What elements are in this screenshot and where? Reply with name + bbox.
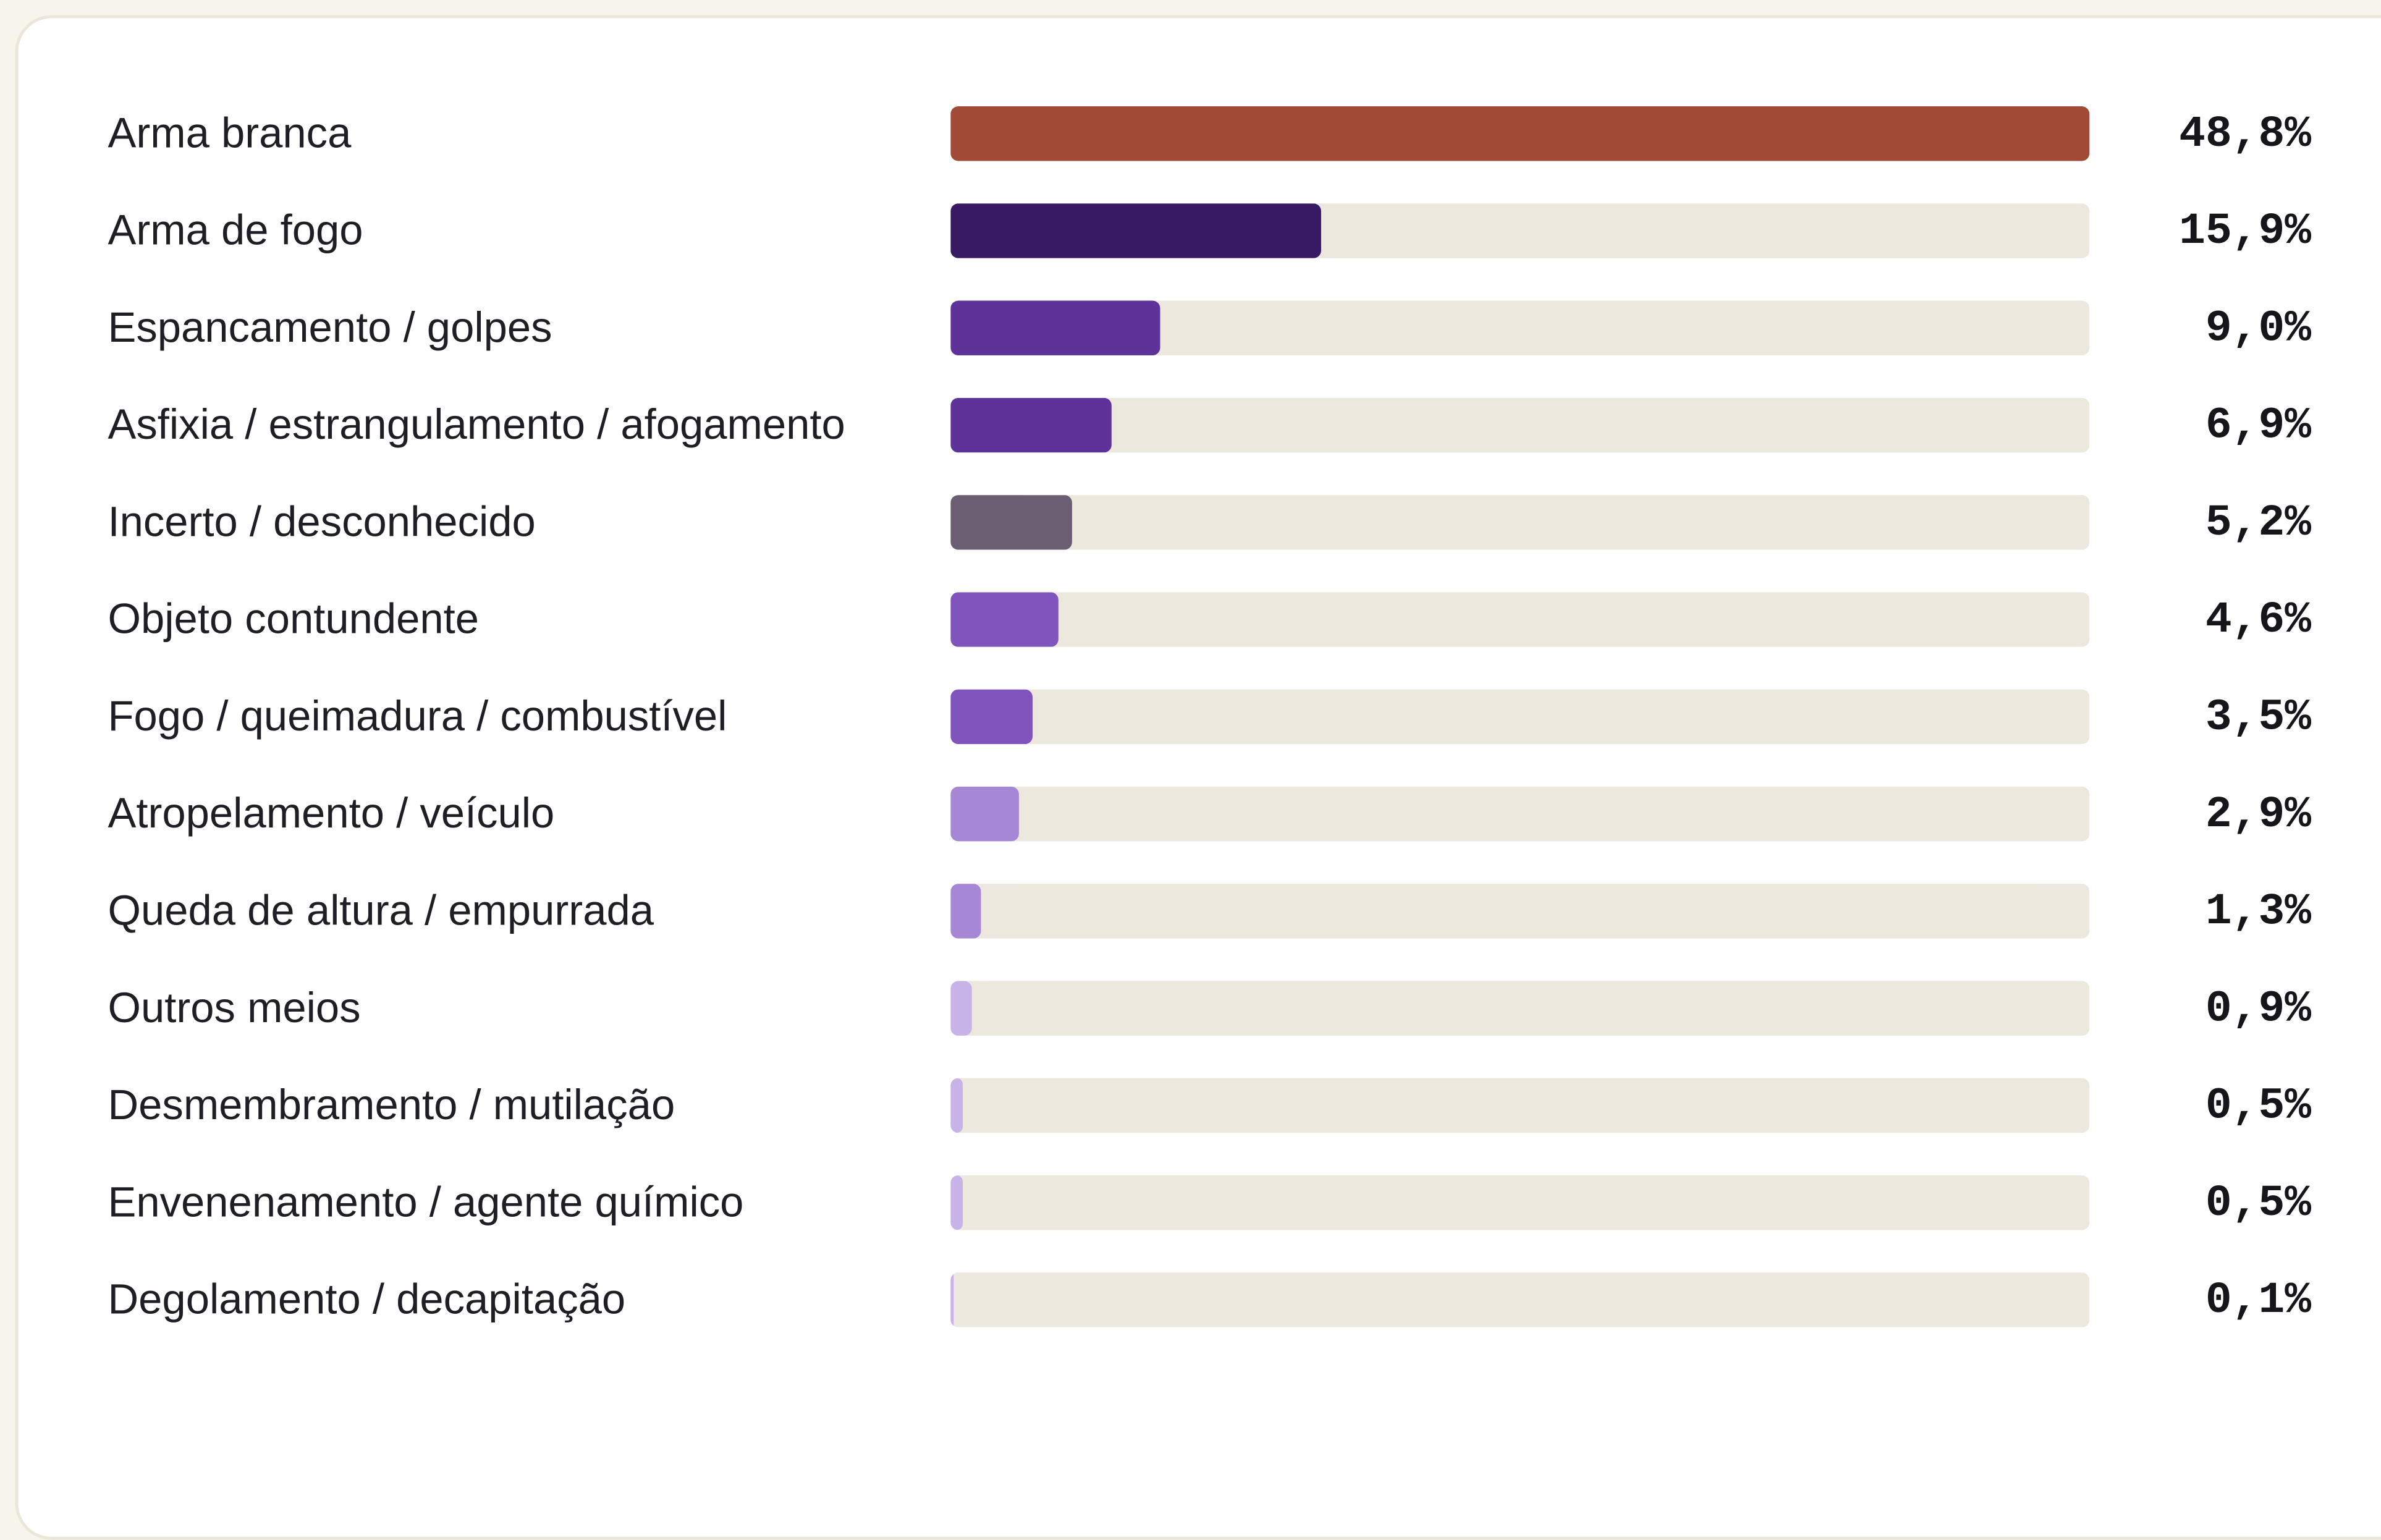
category-label: Desmembramento / mutilação xyxy=(108,1081,675,1128)
bar-row: Queda de altura / empurrada 1,3% xyxy=(108,879,2311,943)
category-label: Atropelamento / veículo xyxy=(108,789,555,837)
bar-row: Espancamento / golpes 9,0% xyxy=(108,296,2311,360)
value-label: 2,9% xyxy=(2205,789,2312,839)
value-label: 48,8% xyxy=(2179,108,2312,159)
bar-track xyxy=(950,689,2090,745)
value-label: 15,9% xyxy=(2179,205,2312,256)
bar-row: Atropelamento / veículo 2,9% xyxy=(108,782,2311,846)
stage: Arma branca 48,8% Arma de fogo 15,9% Espanca… xyxy=(15,15,2381,1540)
value-label: 0,5% xyxy=(2205,1177,2312,1228)
bar-track xyxy=(950,592,2090,647)
bar-row: Envenenamento / agente químico 0,5% xyxy=(108,1171,2311,1235)
category-label: Incerto / desconhecido xyxy=(108,497,536,546)
bar xyxy=(950,495,1072,550)
bar-track xyxy=(950,203,2090,258)
bar xyxy=(950,203,1322,258)
value-label: 0,5% xyxy=(2205,1080,2312,1131)
bar-track xyxy=(950,495,2090,550)
category-label: Arma branca xyxy=(108,109,352,157)
bar xyxy=(950,786,1018,842)
value-label: 3,5% xyxy=(2205,692,2312,742)
bar-track xyxy=(950,1078,2090,1133)
category-label: Outros meios xyxy=(108,984,361,1031)
bar-track xyxy=(950,786,2090,842)
bar-row: Desmembramento / mutilação 0,5% xyxy=(108,1073,2311,1137)
value-label: 9,0% xyxy=(2205,303,2312,353)
bar xyxy=(950,1272,954,1327)
bar xyxy=(950,397,1112,453)
bar-row: Outros meios 0,9% xyxy=(108,976,2311,1040)
bar-row: Arma branca 48,8% xyxy=(108,102,2311,166)
bar xyxy=(950,106,2090,161)
bar xyxy=(950,1078,963,1133)
category-label: Queda de altura / empurrada xyxy=(108,887,654,934)
bar xyxy=(950,1175,963,1230)
bar-row: Fogo / queimadura / combustível 3,5% xyxy=(108,685,2311,748)
bar-track xyxy=(950,981,2090,1036)
bar-track xyxy=(950,300,2090,356)
card: Arma branca 48,8% Arma de fogo 15,9% Espanca… xyxy=(15,15,2381,1540)
bar-track xyxy=(950,1175,2090,1230)
bar-row: Asfixia / estrangulamento / afogamento 6,… xyxy=(108,393,2311,457)
category-label: Arma de fogo xyxy=(108,206,363,254)
value-label: 1,3% xyxy=(2205,886,2312,936)
category-label: Asfixia / estrangulamento / afogamento xyxy=(108,400,845,448)
bar-track xyxy=(950,397,2090,453)
value-label: 6,9% xyxy=(2205,400,2312,451)
bar-track xyxy=(950,106,2090,161)
bar xyxy=(950,689,1033,745)
category-label: Degolamento / decapitação xyxy=(108,1276,626,1323)
bar xyxy=(950,300,1161,356)
page: Arma branca 48,8% Arma de fogo 15,9% Espanca… xyxy=(15,15,2381,1540)
bar xyxy=(950,981,972,1036)
bar xyxy=(950,884,981,939)
value-label: 5,2% xyxy=(2205,497,2312,548)
category-label: Objeto contundente xyxy=(108,595,480,643)
bar-track xyxy=(950,1272,2090,1327)
category-label: Envenenamento / agente químico xyxy=(108,1178,744,1226)
category-label: Espancamento / golpes xyxy=(108,303,552,351)
value-label: 0,1% xyxy=(2205,1274,2312,1325)
value-label: 0,9% xyxy=(2205,983,2312,1034)
value-label: 4,6% xyxy=(2205,594,2312,645)
bar xyxy=(950,592,1058,647)
bar-list: Arma branca 48,8% Arma de fogo 15,9% Espanca… xyxy=(108,102,2311,1332)
category-label: Fogo / queimadura / combustível xyxy=(108,692,727,740)
bar-row: Objeto contundente 4,6% xyxy=(108,588,2311,651)
bar-row: Arma de fogo 15,9% xyxy=(108,199,2311,263)
bar-row: Incerto / desconhecido 5,2% xyxy=(108,491,2311,554)
bar-track xyxy=(950,884,2090,939)
bar-row: Degolamento / decapitação 0,1% xyxy=(108,1268,2311,1332)
